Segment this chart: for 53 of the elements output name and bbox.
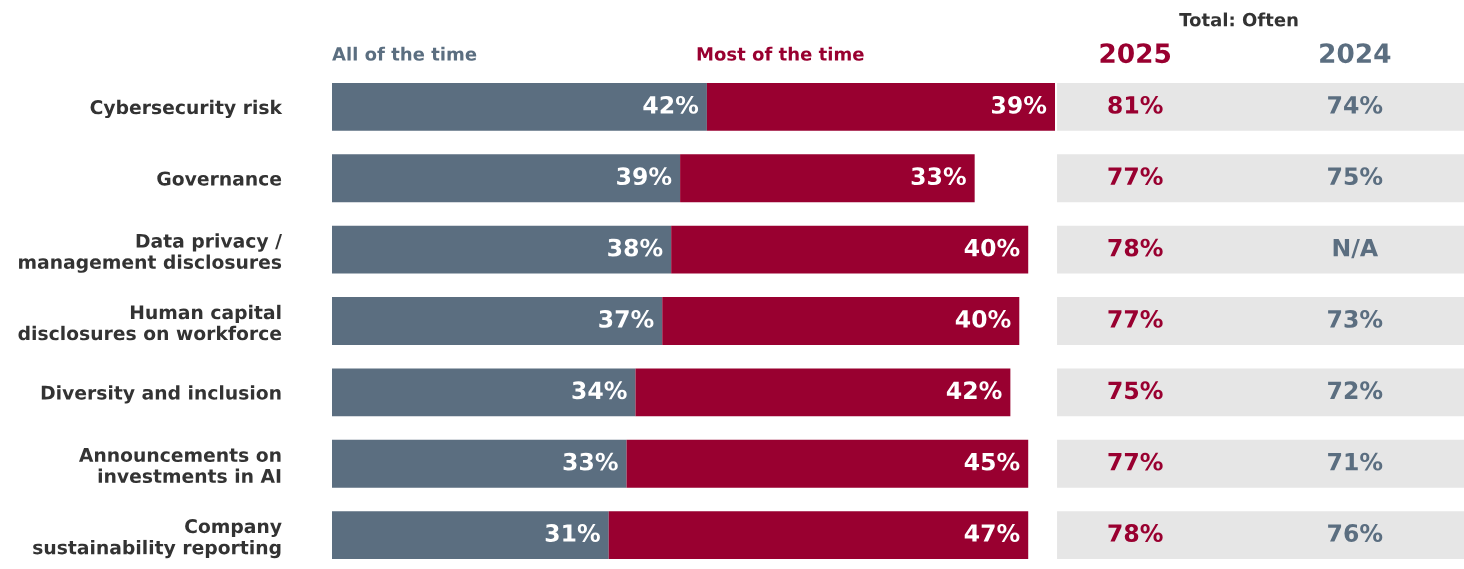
data-label: 31% (545, 524, 600, 542)
data-label: 33% (911, 167, 966, 186)
bar (332, 225, 672, 274)
bar (332, 439, 627, 488)
data-label: 38% (608, 238, 663, 257)
text: 78% (1108, 238, 1163, 257)
bar (626, 439, 1029, 488)
text: 77% (1108, 452, 1163, 471)
data-label: 45% (964, 452, 1020, 471)
data-label: 39% (617, 167, 672, 186)
bar (332, 368, 636, 417)
data-label: 42% (946, 381, 1002, 400)
y-tick-label: Announcements on investments in AI (78, 448, 281, 484)
bar (680, 154, 975, 203)
bar (332, 154, 681, 203)
text: 74% (1328, 95, 1383, 114)
text: 71% (1328, 452, 1383, 471)
text: N/A (1333, 238, 1379, 259)
bar (662, 297, 1020, 345)
bar (671, 225, 1029, 274)
data-label: 37% (599, 309, 654, 328)
text: 75% (1108, 381, 1163, 400)
bar (332, 511, 609, 559)
y-tick-label: Governance (157, 171, 282, 186)
y-tick-label: Company sustainability reporting (33, 519, 282, 559)
bar (608, 511, 1029, 559)
text: 77% (1108, 167, 1163, 186)
data-label: 39% (992, 95, 1047, 114)
series-label: Most of the time (697, 46, 864, 61)
y-tick-label: Diversity and inclusion (41, 385, 281, 404)
text: 2025 (1100, 43, 1171, 64)
data-label: 33% (563, 452, 618, 471)
text: 77% (1108, 309, 1163, 328)
data-label: 42% (643, 95, 699, 114)
bar (332, 83, 707, 131)
text: 76% (1328, 524, 1383, 542)
data-label: 34% (572, 381, 627, 400)
y-tick-label: Data privacy / management disclosures (19, 233, 282, 273)
data-label: 40% (955, 309, 1011, 328)
data-label: 40% (964, 238, 1020, 257)
text: 78% (1108, 524, 1163, 542)
series-label: All of the time (332, 46, 477, 61)
text: 73% (1328, 309, 1383, 328)
text: 72% (1328, 381, 1383, 400)
text: 81% (1108, 95, 1163, 114)
bar (635, 368, 1011, 417)
bar (332, 297, 663, 345)
text: 2024 (1320, 43, 1391, 64)
y-tick-label: Cybersecurity risk (90, 99, 283, 119)
text: 75% (1328, 167, 1383, 186)
text: Total: Often (1179, 12, 1298, 27)
y-tick-label: Human capital disclosures on workforce (18, 304, 282, 341)
data-label: 47% (964, 524, 1020, 542)
